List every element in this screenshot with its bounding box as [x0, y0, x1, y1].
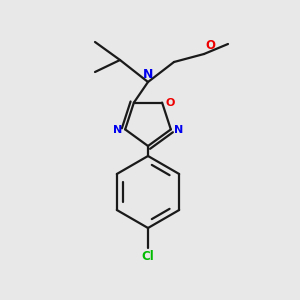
- Text: N: N: [143, 68, 153, 81]
- Text: N: N: [174, 125, 183, 135]
- Text: Cl: Cl: [142, 250, 154, 263]
- Text: N: N: [113, 125, 122, 135]
- Text: O: O: [165, 98, 175, 108]
- Text: O: O: [205, 39, 215, 52]
